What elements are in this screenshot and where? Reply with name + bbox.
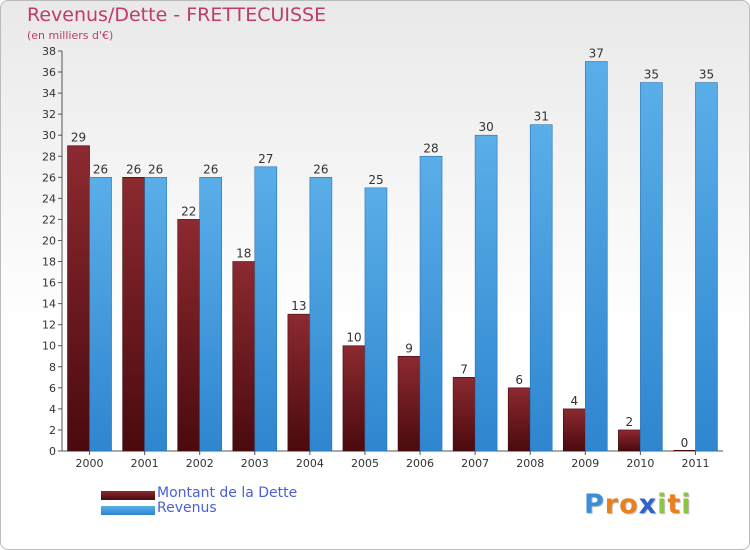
bar-revenue-2007 <box>474 134 498 452</box>
bar-debt-2006 <box>397 355 421 452</box>
y-tick-label: 28 <box>42 150 56 163</box>
bar-debt-2003 <box>232 261 256 452</box>
logo-letter: t <box>667 489 682 520</box>
bar-revenue-2001 <box>144 177 167 452</box>
logo-letter: P <box>584 489 605 520</box>
legend-label-revenue: Revenus <box>157 500 217 516</box>
y-tick-label: 0 <box>49 445 56 458</box>
bar-debt-2008 <box>507 387 531 452</box>
data-label-debt-2004: 13 <box>291 299 306 313</box>
x-tick-label: 2003 <box>241 457 269 470</box>
data-label-debt-2008: 6 <box>515 373 523 387</box>
data-label-revenue-2002: 26 <box>203 162 218 176</box>
y-tick-label: 16 <box>42 277 56 290</box>
chart-title: Revenus/Dette - FRETTECUISSE <box>27 4 327 26</box>
y-tick-label: 8 <box>49 361 56 374</box>
bar-debt-2000 <box>67 145 90 452</box>
data-label-revenue-2011: 35 <box>699 68 714 82</box>
x-tick-label: 2007 <box>461 457 489 470</box>
bar-revenue-2005 <box>364 187 388 452</box>
logo-letter: i <box>657 489 668 520</box>
data-label-debt-2011: 0 <box>681 436 689 450</box>
data-label-revenue-2000: 26 <box>93 162 108 176</box>
legend-swatch-debt <box>101 491 155 500</box>
y-tick-label: 6 <box>49 382 56 395</box>
bar-debt-2009 <box>562 408 586 452</box>
y-tick-label: 32 <box>42 108 56 121</box>
bar-debt-2011 <box>673 450 696 451</box>
data-label-revenue-2010: 35 <box>644 68 659 82</box>
bar-revenue-2000 <box>89 177 112 452</box>
logo-letter: r <box>604 489 620 520</box>
x-tick-label: 2004 <box>296 457 324 470</box>
x-tick-label: 2009 <box>571 457 599 470</box>
y-tick-label: 30 <box>42 129 56 142</box>
bar-revenue-2011 <box>695 82 718 452</box>
data-label-revenue-2001: 26 <box>148 162 163 176</box>
legend-swatch-revenue <box>101 506 155 515</box>
proxiti-logo: Proxiti <box>584 489 692 520</box>
data-label-revenue-2003: 27 <box>258 152 273 166</box>
data-label-debt-2007: 7 <box>460 362 468 376</box>
data-label-revenue-2005: 25 <box>368 173 383 187</box>
bar-revenue-2006 <box>419 155 443 452</box>
logo-letter: o <box>619 489 639 520</box>
bar-debt-2004 <box>287 313 311 452</box>
x-tick-label: 2000 <box>76 457 104 470</box>
bar-debt-2005 <box>342 345 366 452</box>
data-label-debt-2010: 2 <box>626 415 634 429</box>
x-tick-label: 2005 <box>351 457 379 470</box>
y-tick-label: 38 <box>42 45 56 58</box>
y-tick-label: 18 <box>42 256 56 269</box>
y-tick-label: 34 <box>42 87 56 100</box>
bar-debt-2010 <box>618 429 641 452</box>
data-label-revenue-2007: 30 <box>478 120 493 134</box>
bar-revenue-2010 <box>640 82 663 452</box>
bar-debt-2002 <box>177 219 201 452</box>
x-tick-label: 2008 <box>516 457 544 470</box>
logo-letter: i <box>681 489 692 520</box>
y-tick-label: 22 <box>42 213 56 226</box>
data-label-revenue-2006: 28 <box>423 141 438 155</box>
y-tick-label: 24 <box>42 192 56 205</box>
y-tick-label: 10 <box>42 340 56 353</box>
data-label-revenue-2009: 37 <box>589 47 604 61</box>
y-tick-label: 12 <box>42 319 56 332</box>
data-label-debt-2006: 9 <box>405 341 413 355</box>
y-tick-label: 14 <box>42 298 56 311</box>
y-tick-label: 36 <box>42 66 56 79</box>
bar-revenue-2003 <box>254 166 278 452</box>
bar-revenue-2008 <box>529 124 553 452</box>
data-label-revenue-2004: 26 <box>313 162 328 176</box>
data-label-revenue-2008: 31 <box>534 110 549 124</box>
x-tick-label: 2011 <box>681 457 709 470</box>
x-tick-label: 2010 <box>626 457 654 470</box>
data-label-debt-2009: 4 <box>570 394 578 408</box>
data-label-debt-2002: 22 <box>181 204 196 218</box>
y-tick-label: 4 <box>49 403 56 416</box>
logo-letter: x <box>638 489 658 520</box>
y-tick-label: 20 <box>42 234 56 247</box>
y-tick-label: 26 <box>42 171 56 184</box>
x-tick-label: 2002 <box>186 457 214 470</box>
bar-debt-2001 <box>122 177 145 452</box>
chart-subtitle: (en milliers d'€) <box>27 29 114 42</box>
data-label-debt-2000: 29 <box>71 131 86 145</box>
legend-label-debt: Montant de la Dette <box>157 485 298 501</box>
data-label-debt-2001: 26 <box>126 162 141 176</box>
x-tick-label: 2006 <box>406 457 434 470</box>
data-label-debt-2005: 10 <box>346 331 361 345</box>
bar-revenue-2004 <box>309 177 333 452</box>
data-label-debt-2003: 18 <box>236 247 251 261</box>
bar-revenue-2002 <box>199 177 223 452</box>
y-tick-label: 2 <box>49 424 56 437</box>
x-tick-label: 2001 <box>131 457 159 470</box>
bar-revenue-2009 <box>584 61 608 452</box>
bar-debt-2007 <box>452 377 476 452</box>
